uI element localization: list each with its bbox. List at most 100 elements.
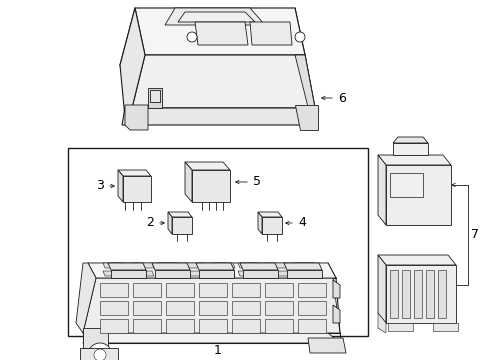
Polygon shape	[401, 270, 409, 318]
Polygon shape	[135, 8, 305, 55]
Polygon shape	[297, 283, 325, 297]
Polygon shape	[76, 263, 96, 333]
Polygon shape	[389, 173, 422, 197]
Polygon shape	[100, 301, 128, 315]
Polygon shape	[258, 212, 262, 234]
Polygon shape	[243, 270, 278, 278]
Polygon shape	[120, 8, 145, 118]
Polygon shape	[199, 301, 226, 315]
Polygon shape	[108, 263, 146, 270]
Polygon shape	[389, 270, 397, 318]
Polygon shape	[184, 162, 192, 202]
Polygon shape	[307, 338, 346, 353]
Polygon shape	[231, 301, 260, 315]
Polygon shape	[291, 263, 315, 268]
Polygon shape	[83, 278, 339, 333]
Polygon shape	[286, 270, 321, 278]
Polygon shape	[264, 263, 288, 268]
Polygon shape	[168, 212, 172, 234]
Polygon shape	[437, 270, 445, 318]
Polygon shape	[122, 108, 317, 125]
Polygon shape	[432, 323, 457, 331]
Text: 6: 6	[337, 91, 345, 104]
Polygon shape	[168, 212, 192, 217]
Polygon shape	[385, 265, 455, 323]
Polygon shape	[264, 271, 288, 276]
Polygon shape	[385, 165, 450, 225]
Polygon shape	[165, 283, 194, 297]
Polygon shape	[249, 22, 291, 45]
Polygon shape	[238, 263, 262, 268]
Polygon shape	[291, 271, 315, 276]
Polygon shape	[264, 319, 292, 333]
Polygon shape	[152, 263, 190, 270]
Polygon shape	[392, 137, 427, 143]
Polygon shape	[231, 283, 260, 297]
Polygon shape	[133, 283, 161, 297]
Polygon shape	[199, 283, 226, 297]
Polygon shape	[111, 270, 146, 278]
Polygon shape	[231, 319, 260, 333]
Circle shape	[186, 32, 197, 42]
Polygon shape	[425, 270, 433, 318]
Polygon shape	[294, 55, 314, 115]
Polygon shape	[157, 271, 181, 276]
Polygon shape	[387, 323, 412, 331]
Polygon shape	[377, 155, 385, 225]
Polygon shape	[183, 271, 207, 276]
Polygon shape	[132, 55, 314, 108]
Polygon shape	[123, 176, 151, 202]
Polygon shape	[183, 263, 207, 268]
Text: 4: 4	[298, 216, 305, 230]
Polygon shape	[199, 319, 226, 333]
Polygon shape	[148, 88, 162, 108]
Polygon shape	[178, 12, 254, 22]
Polygon shape	[150, 90, 160, 102]
Circle shape	[294, 32, 305, 42]
Polygon shape	[103, 263, 127, 268]
Polygon shape	[172, 217, 192, 234]
Polygon shape	[262, 217, 282, 234]
Polygon shape	[157, 263, 181, 268]
Polygon shape	[125, 105, 148, 130]
Polygon shape	[377, 155, 450, 165]
Text: 5: 5	[252, 175, 261, 189]
Polygon shape	[100, 283, 128, 297]
Text: 1: 1	[214, 343, 222, 356]
Polygon shape	[413, 270, 421, 318]
Polygon shape	[284, 263, 321, 270]
Polygon shape	[297, 301, 325, 315]
Polygon shape	[195, 22, 247, 45]
Polygon shape	[130, 271, 154, 276]
Polygon shape	[165, 301, 194, 315]
Polygon shape	[240, 263, 278, 270]
Polygon shape	[258, 212, 282, 217]
Polygon shape	[100, 319, 128, 333]
Polygon shape	[377, 313, 385, 333]
Polygon shape	[297, 319, 325, 333]
Polygon shape	[68, 148, 367, 336]
Polygon shape	[83, 328, 108, 348]
Text: 2: 2	[146, 216, 154, 230]
Text: 3: 3	[96, 180, 104, 193]
Polygon shape	[238, 271, 262, 276]
Circle shape	[88, 343, 112, 360]
Polygon shape	[103, 271, 127, 276]
Polygon shape	[377, 255, 385, 323]
Polygon shape	[83, 333, 339, 343]
Polygon shape	[133, 319, 161, 333]
Circle shape	[94, 349, 106, 360]
Polygon shape	[130, 263, 154, 268]
Polygon shape	[294, 105, 317, 130]
Polygon shape	[332, 280, 339, 298]
Polygon shape	[133, 301, 161, 315]
Polygon shape	[155, 270, 190, 278]
Polygon shape	[164, 8, 264, 25]
Polygon shape	[184, 162, 229, 170]
Polygon shape	[88, 263, 335, 278]
Polygon shape	[392, 143, 427, 155]
Text: 7: 7	[470, 229, 478, 242]
Polygon shape	[199, 270, 234, 278]
Polygon shape	[192, 170, 229, 202]
Polygon shape	[210, 263, 235, 268]
